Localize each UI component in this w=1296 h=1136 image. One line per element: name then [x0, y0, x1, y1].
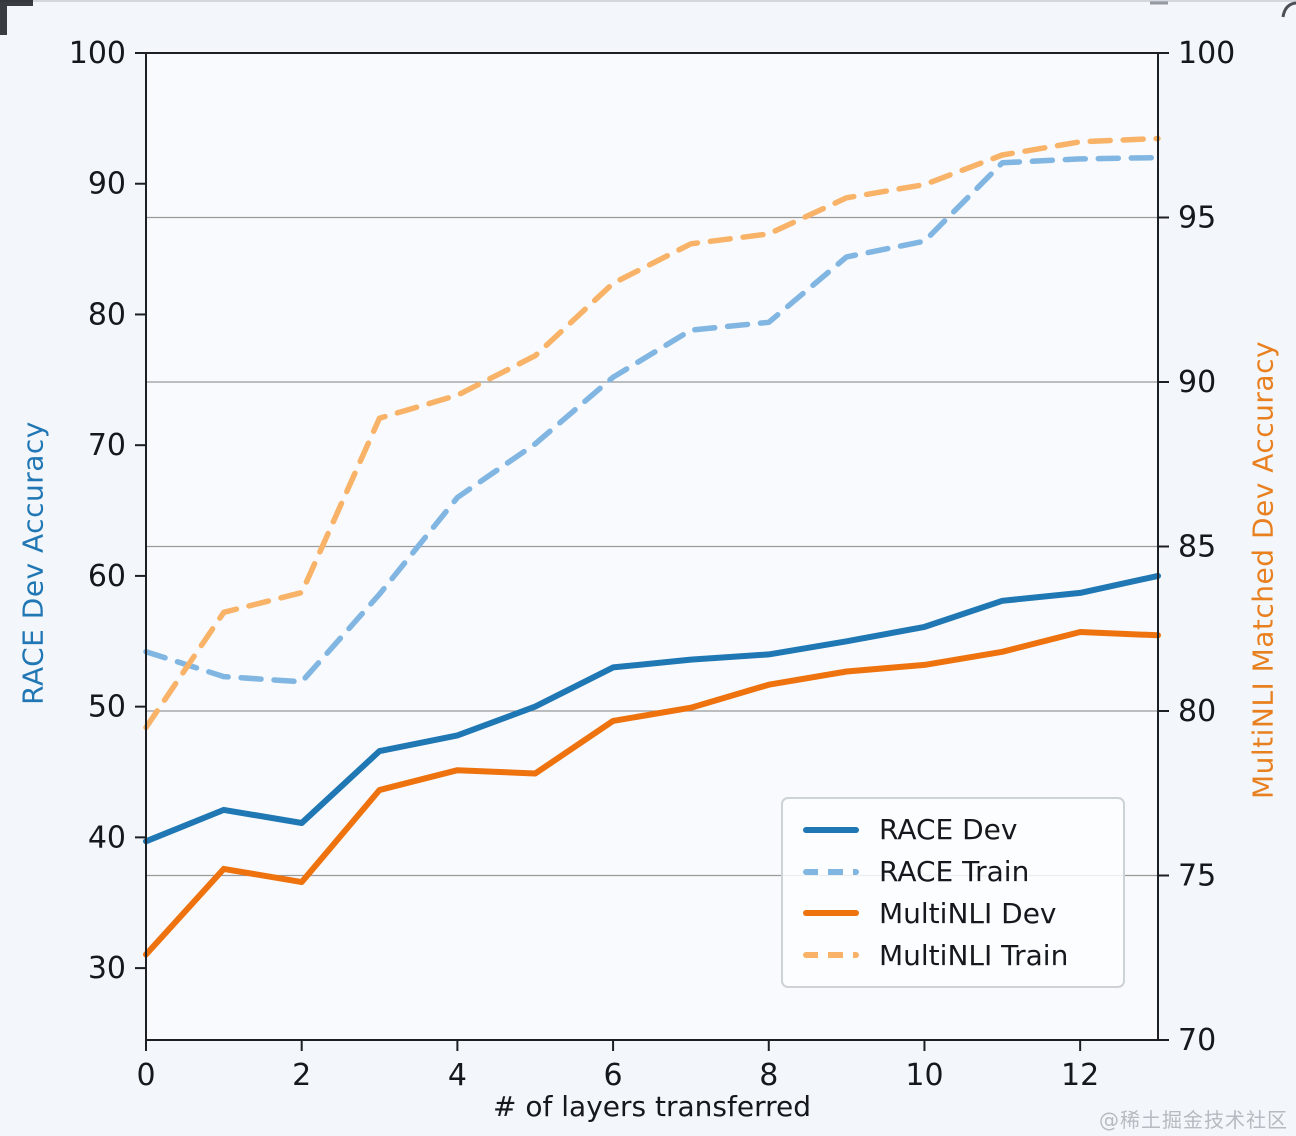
- left-tick-label: 80: [88, 297, 126, 332]
- y-axis-label-right: MultiNLI Matched Dev Accuracy: [1246, 340, 1280, 800]
- x-tick-label: 10: [905, 1058, 943, 1093]
- legend-label: MultiNLI Dev: [879, 896, 1057, 930]
- right-tick-label: 85: [1178, 530, 1216, 565]
- legend: RACE Dev RACE Train MultiNLI Dev MultiNLI T…: [781, 797, 1125, 988]
- series-group: [143, 135, 1161, 958]
- right-tick-label: 70: [1178, 1023, 1216, 1058]
- legend-row: MultiNLI Train: [803, 939, 1103, 972]
- left-tick-label: 50: [88, 690, 126, 725]
- left-tick-label: 60: [88, 559, 126, 594]
- x-tick-label: 2: [292, 1058, 311, 1093]
- x-tick-label: 4: [448, 1058, 467, 1093]
- legend-row: RACE Train: [803, 855, 1103, 888]
- right-tick-label: 100: [1178, 36, 1235, 71]
- axes-group: [135, 52, 1169, 1051]
- legend-label: RACE Train: [879, 855, 1030, 889]
- right-tick-label: 75: [1178, 859, 1216, 894]
- x-tick-label: 6: [604, 1058, 623, 1093]
- legend-label: MultiNLI Train: [879, 938, 1069, 972]
- right-tick-label: 80: [1178, 694, 1216, 729]
- left-tick-label: 30: [88, 951, 126, 986]
- line-race-dev: [143, 572, 1161, 845]
- tick-labels-group: 30 40 50 60 70 80 90 100 70 75 80 85 90 95 100 0 2 4 6 8 10 1…: [69, 36, 1236, 1093]
- right-tick-label: 90: [1178, 365, 1216, 400]
- left-tick-label: 90: [88, 167, 126, 202]
- left-tick-label: 40: [88, 820, 126, 855]
- line-race-train: [143, 154, 1161, 685]
- x-axis-label: # of layers transferred: [493, 1090, 811, 1123]
- legend-swatch-dashed-line: [803, 952, 859, 959]
- legend-swatch-dashed-line: [803, 868, 859, 875]
- right-tick-label: 95: [1178, 201, 1216, 236]
- legend-row: RACE Dev: [803, 813, 1103, 846]
- left-tick-label: 100: [69, 36, 126, 71]
- legend-row: MultiNLI Dev: [803, 897, 1103, 930]
- x-tick-label: 8: [759, 1058, 778, 1093]
- top-right-corner-mark: [1281, 1, 1296, 18]
- x-tick-label: 12: [1061, 1058, 1099, 1093]
- corner-artifacts-group: [0, 0, 1296, 35]
- legend-label: RACE Dev: [879, 813, 1018, 847]
- legend-swatch-solid-line: [803, 910, 859, 917]
- watermark: @稀土掘金技术社区: [1099, 1108, 1288, 1132]
- top-left-corner-mark: [0, 0, 33, 35]
- legend-swatch-solid-line: [803, 826, 859, 833]
- x-tick-label: 0: [136, 1058, 155, 1093]
- top-edge-hairline: [0, 0, 1296, 2]
- y-axis-label-left: RACE Dev Accuracy: [16, 421, 50, 705]
- line-multinli-dev: [143, 629, 1161, 958]
- line-multinli-train: [143, 135, 1161, 731]
- left-tick-label: 70: [88, 428, 126, 463]
